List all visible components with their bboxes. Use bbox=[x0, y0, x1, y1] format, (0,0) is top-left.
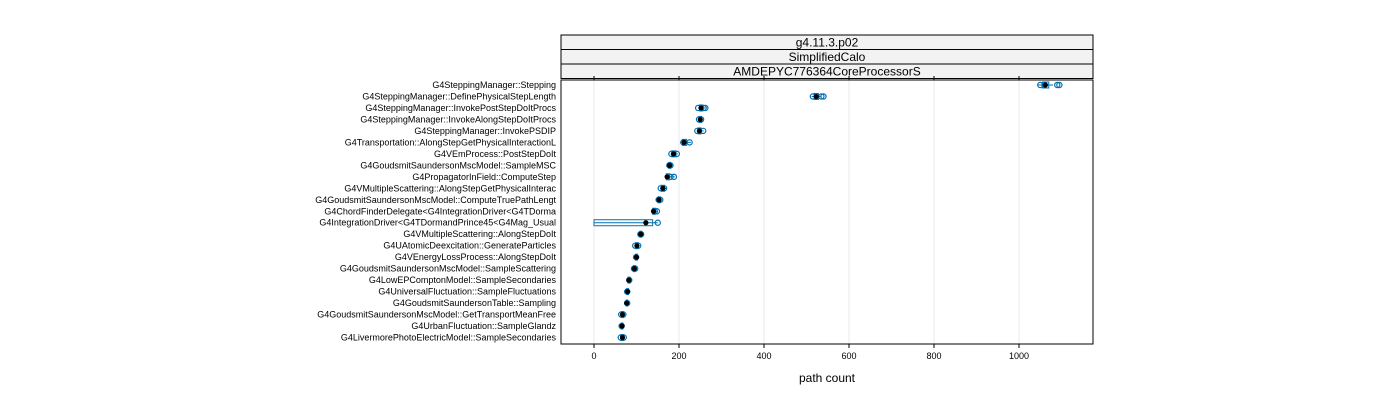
x-tick-label: 600 bbox=[841, 351, 856, 361]
category-label: G4UAtomicDeexcitation::GenerateParticles bbox=[383, 241, 556, 251]
category-marks bbox=[668, 150, 681, 158]
median-dot bbox=[626, 277, 632, 283]
category-label: G4SteppingManager::InvokePostStepDoItPro… bbox=[365, 103, 556, 113]
category-label: G4SteppingManager::InvokePSDIP bbox=[414, 126, 556, 136]
category-labels: G4SteppingManager::SteppingG4SteppingMan… bbox=[315, 80, 556, 343]
median-dot bbox=[681, 139, 687, 145]
category-label: G4LivermorePhotoElectricModel::SampleSec… bbox=[341, 333, 557, 343]
category-label: G4UrbanFluctuation::SampleGlandz bbox=[411, 321, 556, 331]
median-dot bbox=[660, 185, 666, 191]
category-marks bbox=[694, 104, 709, 112]
median-dot bbox=[619, 311, 626, 318]
x-axis-ticks: 0 200 400 600 800 1000 bbox=[591, 76, 1029, 361]
median-dot bbox=[634, 243, 640, 249]
category-marks bbox=[694, 127, 707, 135]
category-marks bbox=[626, 276, 633, 284]
median-dot bbox=[1042, 82, 1048, 88]
category-label: G4GoudsmitSaundersonMscModel::ComputeTru… bbox=[315, 195, 556, 205]
category-marks bbox=[1037, 81, 1063, 89]
median-dot bbox=[813, 93, 819, 100]
category-marks bbox=[664, 173, 678, 181]
iqr-box bbox=[593, 219, 654, 227]
category-marks bbox=[695, 115, 705, 123]
median-dot bbox=[631, 266, 637, 272]
strip-box bbox=[560, 63, 1094, 79]
median-dot bbox=[633, 254, 640, 260]
median-dot bbox=[696, 128, 703, 134]
median-dot bbox=[664, 174, 670, 180]
category-label: G4VEmProcess::PostStepDoIt bbox=[434, 149, 557, 159]
category-marks bbox=[657, 184, 668, 192]
strip-headers: g4.11.3.p02SimplifiedCaloAMDEPYC776364Co… bbox=[560, 34, 1094, 79]
strip-label: AMDEPYC776364CoreProcessorS bbox=[733, 65, 920, 79]
strip-label: SimplifiedCalo bbox=[789, 50, 866, 64]
category-marks bbox=[618, 311, 627, 319]
median-dot bbox=[619, 323, 625, 329]
category-marks bbox=[618, 322, 625, 330]
data-point bbox=[654, 219, 661, 226]
plot-panel bbox=[560, 79, 1094, 345]
data-marks bbox=[593, 81, 1063, 341]
x-tick-label: 1000 bbox=[1009, 351, 1029, 361]
category-label: G4GoudsmitSaundersonMscModel::SampleMSC bbox=[360, 160, 556, 170]
x-tick-label: 800 bbox=[926, 351, 941, 361]
data-point bbox=[1054, 81, 1061, 89]
category-marks bbox=[623, 288, 631, 296]
x-tick-label: 0 bbox=[591, 351, 596, 361]
category-label: G4SteppingManager::DefinePhysicalStepLen… bbox=[362, 91, 556, 101]
median-dot bbox=[638, 231, 644, 237]
data-point bbox=[1056, 81, 1063, 89]
category-marks bbox=[632, 253, 640, 261]
category-label: G4GoudsmitSaundersonTable::Sampling bbox=[393, 298, 556, 308]
category-marks bbox=[809, 92, 827, 100]
category-marks bbox=[680, 138, 693, 146]
category-label: G4VMultipleScattering::AlongStepGetPhysi… bbox=[344, 183, 556, 193]
category-label: G4UniversalFluctuation::SampleFluctuatio… bbox=[378, 287, 556, 297]
category-marks bbox=[593, 219, 661, 227]
median-dot bbox=[624, 300, 630, 306]
category-label: G4IntegrationDriver<G4TDormandPrince45<G… bbox=[319, 218, 556, 228]
median-dot bbox=[643, 220, 649, 226]
median-dot bbox=[624, 288, 631, 295]
category-label: G4LowEPComptonModel::SampleSecondaries bbox=[369, 275, 557, 285]
median-dot bbox=[650, 208, 657, 214]
median-dot bbox=[698, 105, 704, 111]
data-point bbox=[820, 93, 827, 100]
category-marks bbox=[650, 207, 661, 215]
category-label: G4GoudsmitSaundersonMscModel::GetTranspo… bbox=[317, 310, 556, 320]
category-marks bbox=[630, 265, 639, 273]
median-dot bbox=[656, 197, 662, 203]
median-dot bbox=[619, 334, 626, 341]
x-tick-label: 200 bbox=[671, 351, 686, 361]
category-label: G4GoudsmitSaundersonMscModel::SampleScat… bbox=[340, 264, 556, 274]
category-marks bbox=[666, 161, 674, 169]
category-marks bbox=[632, 242, 642, 250]
category-marks bbox=[637, 230, 645, 238]
data-point bbox=[686, 139, 693, 146]
category-marks bbox=[623, 299, 631, 307]
median-dot bbox=[697, 116, 703, 123]
data-point bbox=[670, 173, 678, 181]
category-label: G4PropagatorInField::ComputeStep bbox=[412, 172, 556, 182]
category-marks bbox=[617, 334, 627, 341]
category-label: G4Transportation::AlongStepGetPhysicalIn… bbox=[345, 137, 556, 147]
median-dot bbox=[670, 151, 677, 157]
category-label: G4ChordFinderDelegate<G4IntegrationDrive… bbox=[324, 206, 556, 216]
x-axis-label: path count bbox=[799, 371, 856, 385]
category-label: G4VMultipleScattering::AlongStepDoIt bbox=[403, 229, 556, 239]
strip-label: g4.11.3.p02 bbox=[796, 36, 859, 50]
category-marks bbox=[655, 196, 664, 204]
category-label: G4VEnergyLossProcess::AlongStepDoIt bbox=[395, 252, 557, 262]
category-label: G4SteppingManager::InvokeAlongStepDoItPr… bbox=[360, 114, 556, 124]
x-tick-label: 400 bbox=[756, 351, 771, 361]
median-dot bbox=[667, 162, 673, 168]
category-label: G4SteppingManager::Stepping bbox=[432, 80, 556, 90]
grid-lines bbox=[593, 80, 1020, 344]
